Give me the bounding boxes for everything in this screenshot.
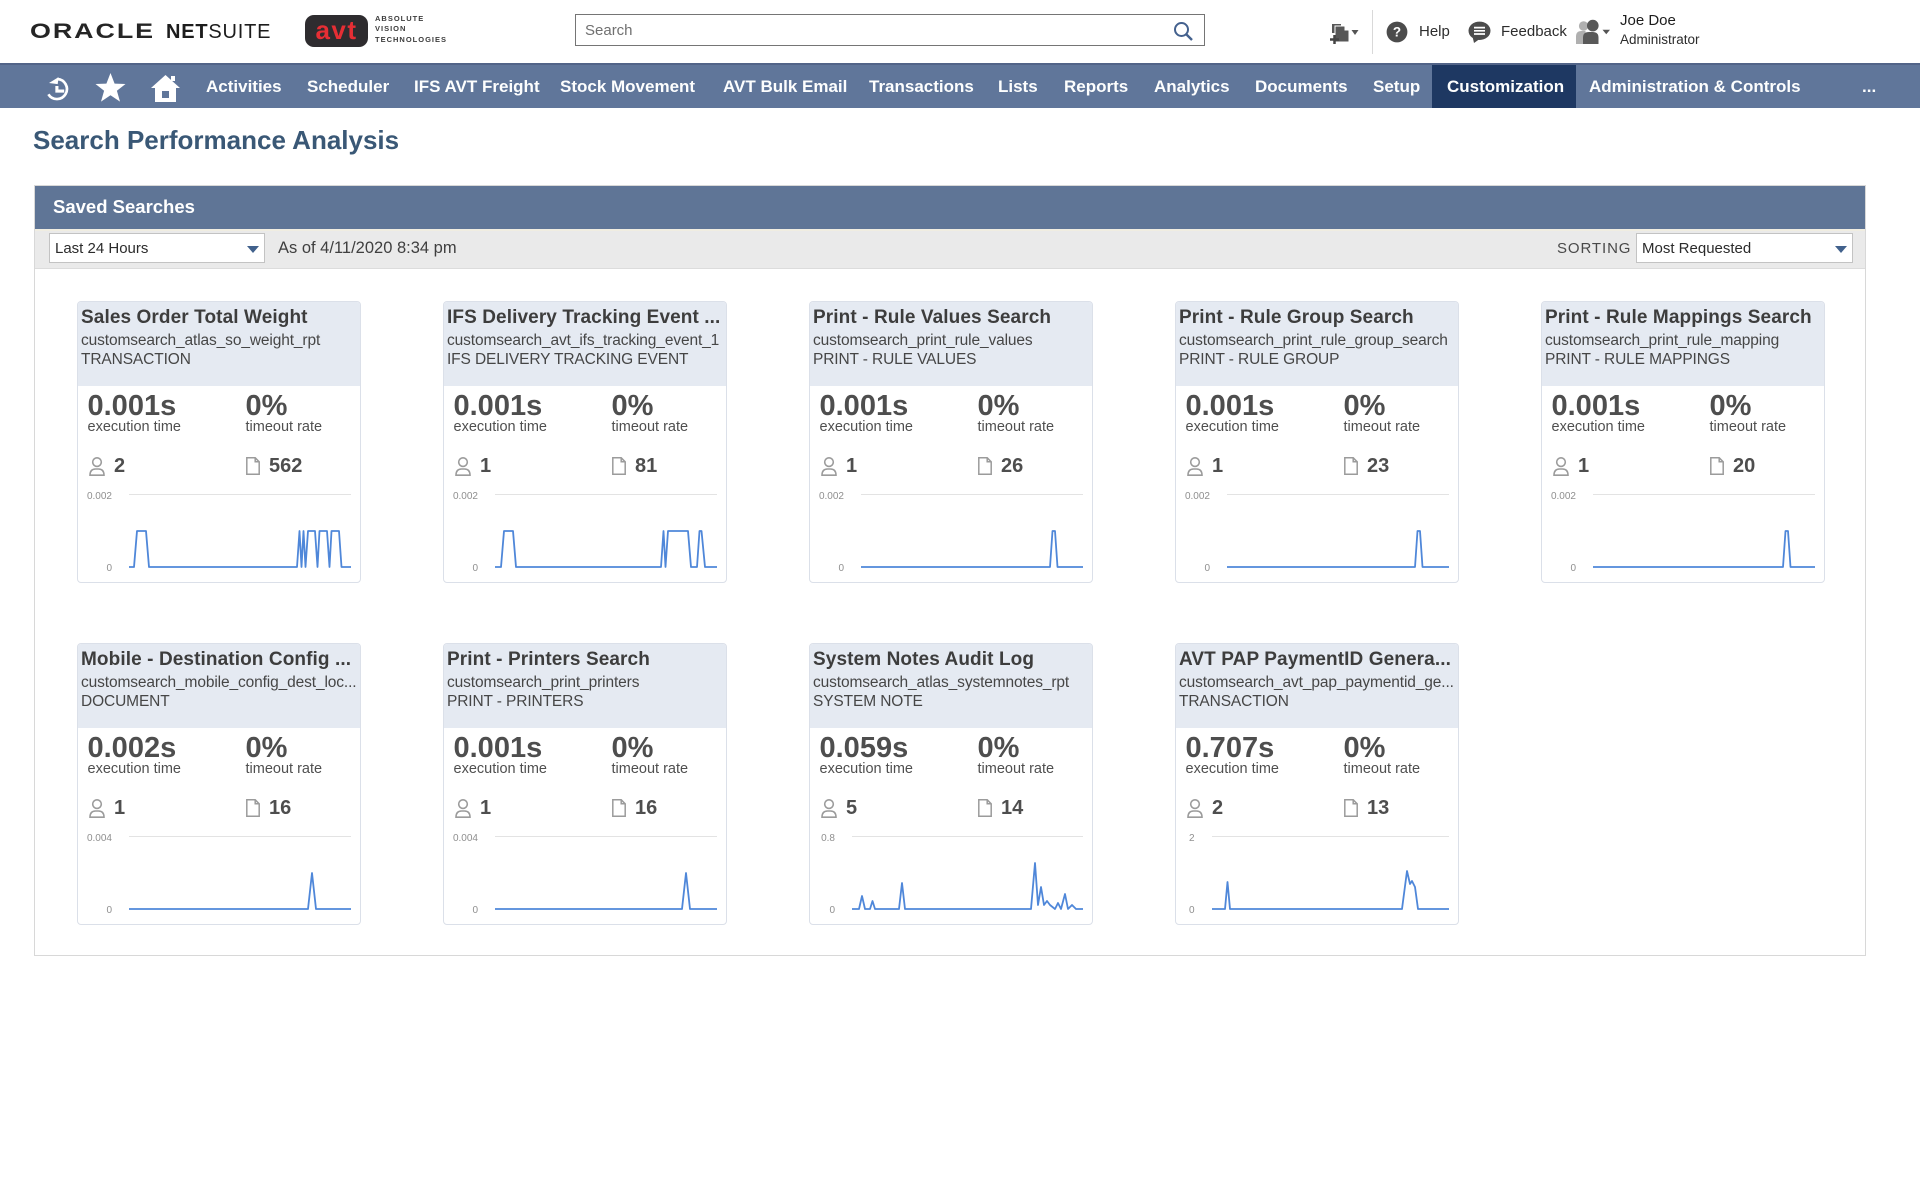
svg-text:?: ? [1393, 25, 1401, 40]
